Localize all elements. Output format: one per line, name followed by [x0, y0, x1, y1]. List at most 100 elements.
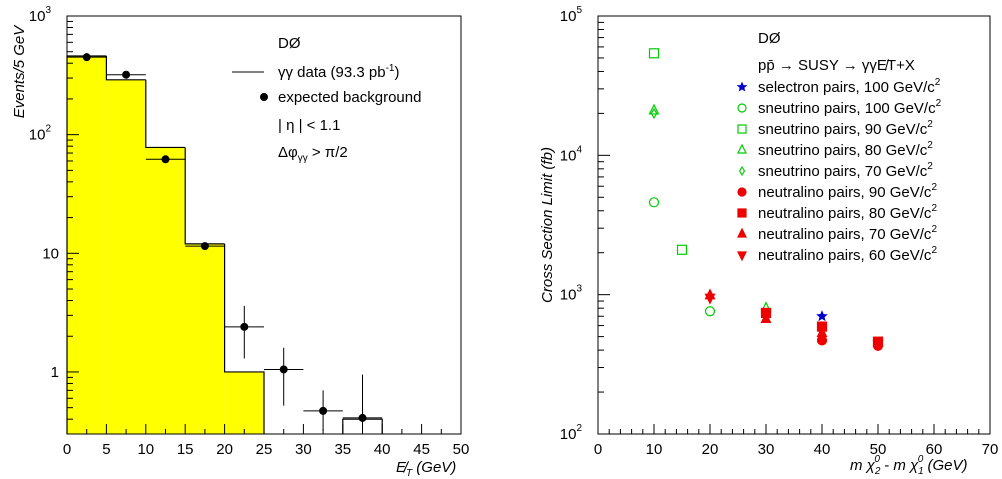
legend-series-text: sneutrino pairs, 100 GeV/c: [758, 100, 936, 117]
background-points: [67, 53, 383, 434]
data-point: [648, 103, 660, 115]
y-tick-base: 10: [42, 245, 59, 262]
legend-series-text: selectron pairs, 100 GeV/c: [758, 79, 935, 96]
left-x-title-t-sub: T: [406, 468, 413, 479]
legend-series-text: neutralino pairs, 80 GeV/c: [758, 205, 932, 222]
legend-marker: [737, 103, 747, 113]
right-legend: DØ pp̄ → SUSY → γγE̸T+X selectron pairs,…: [736, 30, 942, 264]
right-x-title-m1: m χ: [850, 457, 876, 474]
right-legend-process: pp̄ → SUSY → γγE̸T+X: [758, 57, 915, 74]
background-point: [200, 242, 209, 251]
legend-series-label: neutralino pairs, 70 GeV/c2: [758, 224, 937, 243]
x-tick-label: 60: [926, 441, 943, 458]
legend-phi-sub: γγ: [298, 153, 308, 164]
y-tick-base: 10: [29, 127, 46, 144]
left-x-title-unit: (GeV): [412, 459, 456, 476]
legend-series-text: sneutrino pairs, 70 GeV/c: [758, 163, 928, 180]
data-point: [816, 310, 828, 322]
legend-series-label: sneutrino pairs, 90 GeV/c2: [758, 119, 933, 138]
x-tick-label: 10: [137, 441, 154, 458]
legend-phi-main: Δφ: [278, 144, 298, 161]
histogram-bar: [145, 147, 186, 435]
left-x-axis-title: E̸T (GeV): [396, 459, 456, 479]
x-tick-label: 70: [982, 441, 999, 458]
y-tick-exp: 3: [45, 5, 51, 16]
background-point: [161, 155, 170, 164]
legend-series-label: sneutrino pairs, 70 GeV/c2: [758, 161, 933, 180]
data-point: [816, 326, 828, 338]
x-tick-label: 15: [177, 441, 194, 458]
x-tick-label: 45: [413, 441, 430, 458]
histogram-bar: [67, 56, 107, 435]
data-point: [704, 306, 716, 317]
background-point: [240, 322, 249, 331]
legend-marker: [737, 143, 747, 154]
x-tick-label: 40: [374, 441, 391, 458]
legend-series-exp: 2: [927, 140, 933, 151]
data-point: [816, 335, 828, 346]
right-x-title-unit: (GeV): [923, 457, 967, 474]
legend-series-exp: 2: [931, 245, 937, 256]
legend-marker: [736, 81, 748, 92]
legend-series-exp: 2: [931, 224, 937, 235]
x-tick-label: 30: [295, 441, 312, 458]
y-tick-label: 102: [560, 423, 583, 443]
legend-point-marker: [260, 93, 268, 101]
x-tick-label: 40: [814, 441, 831, 458]
legend-series-exp: 2: [935, 77, 941, 88]
data-point: [704, 293, 716, 305]
legend-phi-cut: Δφγγ > π/2: [278, 144, 348, 164]
x-tick-label: 10: [646, 441, 663, 458]
legend-data-label-exp: -1: [386, 63, 395, 74]
y-tick-base: 10: [560, 426, 577, 443]
right-x-axis-title: m χ20 - m χ10 (GeV): [850, 454, 967, 477]
legend-series-label: neutralino pairs, 90 GeV/c2: [758, 182, 937, 201]
x-tick-label: 35: [334, 441, 351, 458]
histogram-bar: [224, 371, 264, 434]
legend-series-exp: 2: [936, 98, 942, 109]
y-tick-label: 105: [560, 5, 583, 25]
legend-marker: [737, 124, 747, 134]
x-tick-label: 25: [256, 441, 273, 458]
legend-series-label: sneutrino pairs, 80 GeV/c2: [758, 140, 933, 159]
x-tick-label: 5: [102, 441, 110, 458]
left-legend-title: DØ: [278, 35, 301, 52]
legend-marker: [737, 227, 747, 238]
y-tick-base: 10: [560, 147, 577, 164]
legend-series-exp: 2: [931, 203, 937, 214]
x-tick-label: 20: [702, 441, 719, 458]
x-tick-label: 30: [758, 441, 775, 458]
x-tick-label: 50: [453, 441, 470, 458]
legend-background-label: expected background: [278, 89, 421, 106]
x-tick-label: 50: [870, 441, 887, 458]
y-tick-base: 10: [560, 8, 577, 25]
right-x-title-sup2: 0: [918, 454, 924, 465]
legend-phi-rest: > π/2: [308, 144, 348, 161]
legend-series-label: selectron pairs, 100 GeV/c2: [758, 77, 941, 96]
data-point: [872, 340, 884, 352]
legend-marker: [738, 165, 746, 177]
background-point: [319, 406, 328, 415]
legend-series-exp: 2: [927, 119, 933, 130]
y-tick-label: 102: [29, 124, 52, 144]
y-tick-label: 104: [560, 144, 583, 164]
legend-marker: [737, 251, 747, 262]
histogram-bar: [106, 79, 146, 434]
y-tick-label: 10: [42, 245, 59, 262]
y-tick-base: 1: [51, 364, 59, 381]
data-point: [676, 244, 688, 255]
x-tick-label: 0: [63, 441, 71, 458]
legend-series-text: sneutrino pairs, 80 GeV/c: [758, 142, 928, 159]
right-y-axis-title: Cross Section Limit (fb): [539, 147, 556, 303]
background-point: [279, 365, 288, 374]
legend-series-label: sneutrino pairs, 100 GeV/c2: [758, 98, 942, 117]
y-tick-label: 1: [51, 364, 59, 381]
legend-marker: [737, 187, 747, 197]
y-tick-label: 103: [29, 5, 52, 25]
background-point: [122, 70, 131, 79]
right-plot-frame: [597, 15, 991, 435]
histogram-bar: [185, 243, 225, 434]
legend-eta-cut: | η | < 1.1: [278, 117, 340, 134]
